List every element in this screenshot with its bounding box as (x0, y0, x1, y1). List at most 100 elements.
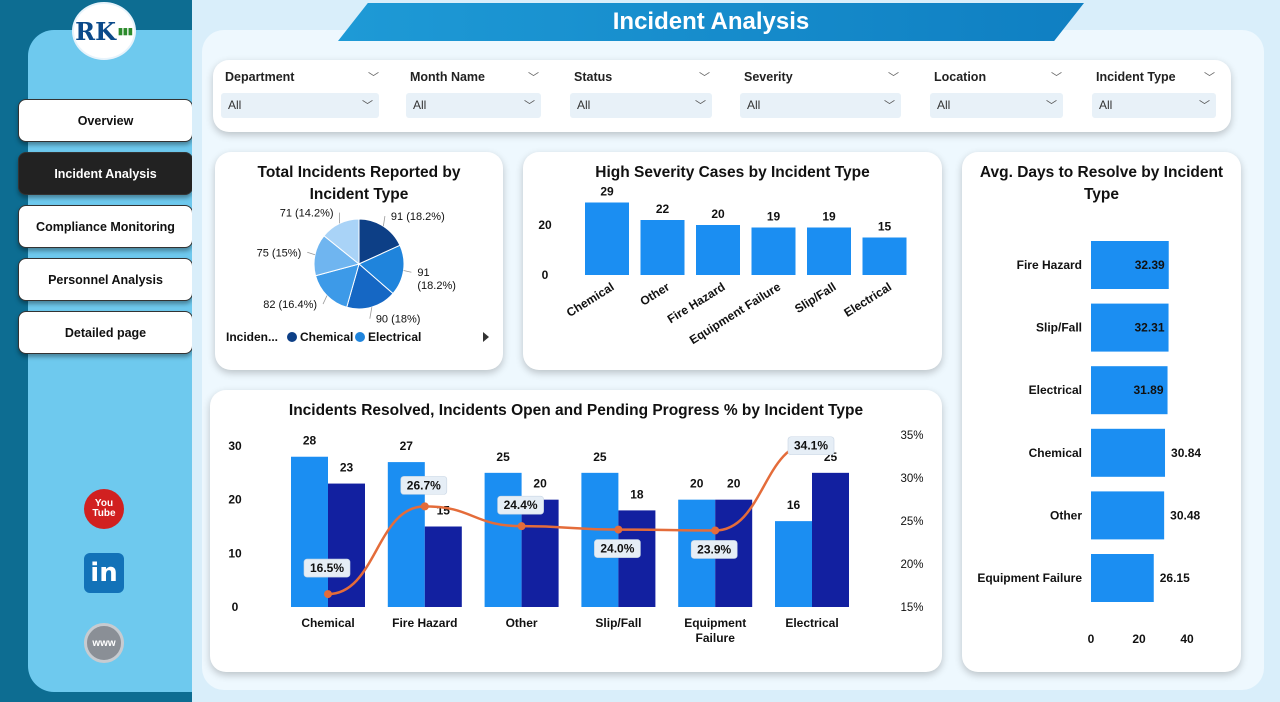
pie-slice-label-4: 75 (15%) (257, 247, 302, 259)
filter-status[interactable]: Status ﹀ All ﹀ (570, 60, 716, 132)
pie-slice-2 (346, 263, 394, 310)
avg-ytick-2: Electrical (1029, 383, 1082, 397)
combo-bar-s1-2 (484, 472, 522, 607)
pie-chart: 91 (18.2%) 91 (18.2%) 90 (18%) 82 (16.4%) 75 … (226, 208, 489, 344)
nav-incident-analysis-button[interactable]: Incident Analysis (18, 152, 193, 195)
pie-slice-label-0: 91 (18.2%) (391, 211, 445, 223)
pie-slice-label-5: 71 (14.2%) (280, 208, 334, 220)
combo-ytick-right-3: 30% (900, 473, 923, 485)
avg-bar-3 (1091, 428, 1166, 477)
filter-month-name-select[interactable]: All ﹀ (406, 93, 541, 118)
chevron-down-icon[interactable]: ﹀ (528, 72, 539, 84)
page-title: Incident Analysis (338, 3, 1084, 41)
combo-line-label-3: 24.0% (600, 542, 634, 556)
filter-location[interactable]: Location ﹀ All ﹀ (930, 60, 1067, 132)
filter-incident-type-select[interactable]: All ﹀ (1092, 93, 1216, 118)
nav-detailed-page-button[interactable]: Detailed page (18, 311, 193, 354)
sev-bar-0 (585, 202, 629, 275)
avg-xtick-2: 40 (1180, 632, 1194, 646)
pie-slice-label-1: 91 (18.2%) (417, 267, 456, 292)
filter-location-select[interactable]: All ﹀ (930, 93, 1063, 118)
combo-xtick-4: Equipment Failure (684, 616, 746, 645)
filter-month-name[interactable]: Month Name ﹀ All ﹀ (406, 60, 545, 132)
combo-ytick-left-0: 0 (232, 600, 239, 614)
sev-bar-label-5: 15 (878, 220, 892, 234)
sev-bar-1 (640, 220, 685, 275)
combo-xtick-1: Fire Hazard (392, 616, 457, 630)
chevron-down-icon[interactable]: ﹀ (888, 72, 899, 84)
avg-xtick-1: 20 (1132, 632, 1146, 646)
combo-xtick-2: Other (506, 616, 538, 630)
chevron-down-icon[interactable]: ﹀ (362, 100, 373, 112)
pie-slice-1 (358, 244, 405, 295)
avg-bar-label-2: 31.89 (1134, 383, 1164, 397)
combo-line-label-box-3 (594, 539, 641, 558)
chevron-down-icon[interactable]: ﹀ (1199, 100, 1210, 112)
combo-xtick-3: Slip/Fall (595, 616, 641, 630)
high-severity-title: High Severity Cases by Incident Type (595, 164, 870, 181)
filter-status-select[interactable]: All ﹀ (570, 93, 712, 118)
pie-slice-label-3: 82 (16.4%) (263, 299, 317, 311)
chevron-down-icon[interactable]: ﹀ (1204, 72, 1215, 84)
filter-incident-type[interactable]: Incident Type ﹀ All ﹀ (1092, 60, 1218, 132)
nav-overview-button[interactable]: Overview (18, 99, 193, 142)
nav-personnel-analysis-button[interactable]: Personnel Analysis (18, 258, 193, 301)
filter-department-select[interactable]: All ﹀ (221, 93, 379, 118)
sev-xtick-0: Chemical (564, 280, 617, 320)
combo-bar-label-s2-3: 18 (630, 487, 644, 501)
combo-line-label-5: 34.1% (794, 439, 828, 453)
sev-ytick-1: 20 (538, 218, 552, 232)
avg-ytick-5: Equipment Failure (977, 571, 1082, 585)
combo-bar-label-s1-4: 20 (690, 477, 704, 491)
avg-ytick-3: Chemical (1029, 446, 1082, 460)
combo-bar-s1-5 (775, 521, 812, 607)
sev-xtick-3: Equipment Failure (687, 280, 783, 348)
combo-ytick-right-4: 35% (900, 430, 923, 442)
combo-line-label-box-1 (400, 476, 448, 495)
chevron-down-icon[interactable]: ﹀ (368, 72, 379, 84)
pie-leader-line-1 (403, 270, 412, 273)
sev-bar-5 (862, 237, 907, 275)
pie-leader-line-3 (322, 295, 328, 305)
chevron-down-icon[interactable]: ﹀ (884, 100, 895, 112)
combo-line-point-4 (711, 526, 720, 535)
filter-severity[interactable]: Severity ﹀ All ﹀ (740, 60, 905, 132)
chevron-down-icon[interactable]: ﹀ (1046, 100, 1057, 112)
website-globe-icon[interactable]: www (84, 623, 124, 663)
chevron-down-icon[interactable]: ﹀ (524, 100, 535, 112)
youtube-icon[interactable]: You Tube (84, 489, 124, 529)
chevron-down-icon[interactable]: ﹀ (699, 72, 710, 84)
resolved-open-title: Incidents Resolved, Incidents Open and P… (288, 402, 864, 419)
nav-compliance-monitoring-button[interactable]: Compliance Monitoring (18, 205, 193, 248)
combo-line-point-0 (324, 590, 332, 599)
sev-xtick-4: Slip/Fall (792, 280, 838, 316)
combo-ytick-right-2: 25% (900, 516, 923, 528)
filter-severity-select[interactable]: All ﹀ (740, 93, 901, 118)
pie-legend-entry-0: Chemical (300, 330, 353, 344)
avg-ytick-4: Other (1050, 508, 1082, 522)
logo: RK ▮▮▮ (72, 2, 136, 60)
combo-bar-label-s1-0: 28 (303, 434, 317, 448)
combo-line-label-box-2 (497, 495, 544, 515)
sev-bar-label-0: 29 (600, 185, 614, 199)
pie-leader-line-0 (382, 216, 386, 227)
chevron-down-icon[interactable]: ﹀ (1051, 72, 1062, 84)
pie-legend-title: Inciden... (226, 330, 278, 344)
combo-bar-s2-5 (812, 472, 849, 607)
combo-line-label-box-0 (303, 558, 351, 578)
avg-bar-label-5: 26.15 (1160, 571, 1190, 585)
combo-bar-label-s1-2: 25 (496, 450, 510, 464)
combo-bar-s2-1 (424, 526, 462, 607)
combo-bar-label-s1-1: 27 (400, 439, 414, 453)
avg-bar-label-4: 30.48 (1170, 508, 1200, 522)
linkedin-icon[interactable]: in (84, 553, 124, 593)
legend-next-arrow-icon (483, 332, 489, 342)
chevron-down-icon[interactable]: ﹀ (695, 100, 706, 112)
combo-line-label-2: 24.4% (504, 498, 538, 512)
avg-ytick-1: Slip/Fall (1036, 321, 1082, 335)
filter-department[interactable]: Department ﹀ All ﹀ (221, 60, 380, 132)
combo-line-point-2 (517, 522, 526, 531)
avg-days-card: Avg. Days to Resolve by Incident Type Fi… (962, 152, 1241, 672)
sev-bar-label-1: 22 (656, 202, 670, 216)
avg-bar-label-1: 32.31 (1135, 321, 1165, 335)
